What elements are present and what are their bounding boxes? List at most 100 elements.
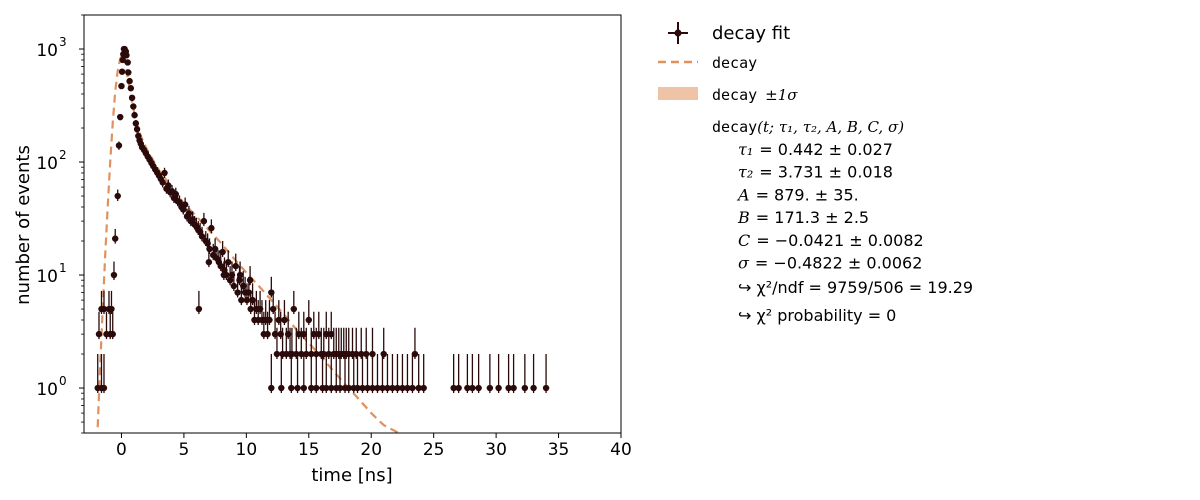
fit-parameters: τ₁ = 0.442 ± 0.027 τ₂ = 3.731 ± 0.018 A = 879… [736,140,924,273]
fit-parameter-value: = 171.3 ± 2.5 [756,208,869,227]
data-point [469,354,476,394]
fit-function-args: (t; τ₁, τ₂, A, B, C, σ) [757,118,904,136]
data-point [288,354,295,394]
data-point [205,250,213,268]
data-point [246,266,254,286]
data-point [363,327,370,360]
fit-parameter-name: τ₂ [738,163,753,182]
data-point [108,290,115,315]
data-point [119,56,126,64]
data-point [230,271,238,291]
data-point [313,354,320,394]
data-point [124,59,131,66]
data-point [315,311,322,340]
data-point [389,354,396,394]
data-point [295,311,302,340]
data-point [208,219,215,234]
fit-parameter-value: = −0.4822 ± 0.0062 [755,254,922,273]
axes-frame [83,14,622,434]
data-point [130,103,137,110]
data-point [380,327,387,360]
legend-band-swatch [658,87,698,100]
data-point [161,167,168,178]
data-point [195,290,203,315]
x-axis-label: time [ns] [311,465,392,486]
data-point [294,354,301,394]
data-point [200,212,208,227]
x-axis: 0 5 10 15 20 25 30 35 40 [116,433,632,460]
data-point [159,176,166,188]
y-tick-exponent: 3 [59,35,67,49]
legend-data-marker [668,22,688,44]
data-point [128,94,136,102]
data-point [420,354,427,394]
data-point [273,327,281,360]
data-point [475,354,482,394]
data-point [127,85,135,92]
fit-parameter-value: = 3.731 ± 0.018 [759,163,893,182]
data-point [219,241,226,257]
legend-curve-label: decay [712,54,757,72]
data-point [323,354,330,394]
y-tick-exponent: 0 [59,374,67,388]
legend: decay fit decay decay ±1σ [658,22,798,104]
data-point [495,354,502,394]
data-point [225,250,232,268]
data-point [269,290,277,315]
data-point [115,141,123,150]
data-point [278,354,285,394]
data-point [300,354,307,394]
legend-band-suffix: ±1σ [765,86,798,104]
fit-parameter-value: = 0.442 ± 0.027 [759,140,893,159]
fit-parameter-value: = 879. ± 35. [756,185,859,204]
x-tick-label: 10 [236,440,258,460]
data-point [290,290,298,315]
y-tick-exponent: 1 [59,261,67,275]
data-point [264,311,271,340]
data-point [409,354,416,394]
data-point [236,261,244,281]
data-point [266,300,273,325]
fit-parameter-row: C = −0.0421 ± 0.0082 [738,231,924,250]
data-point [308,354,315,394]
data-point [131,111,138,119]
data-point [464,354,471,394]
y-axis-label: number of events [13,145,34,305]
data-point [109,311,116,340]
data-point [300,311,307,340]
data-point [510,354,517,394]
data-point [117,113,124,121]
data-point [374,354,381,394]
data-point [198,226,206,242]
fit-function: decay(t; τ₁, τ₂, A, B, C, σ) [712,118,904,136]
data-point [486,354,494,394]
fit-function-name: decay [712,118,757,136]
data-point [336,354,344,394]
fit-parameter-row: τ₂ = 3.731 ± 0.018 [738,163,893,182]
fit-chi2-ndf: ↪ χ²/ndf = 9759/506 = 19.29 [738,278,973,297]
data-point [394,354,401,394]
data-point [132,120,140,127]
fit-parameter-row: B = 171.3 ± 2.5 [737,208,869,227]
data-point [354,354,361,394]
data-point [95,311,103,340]
data-point [305,300,312,325]
data-point [415,354,422,394]
data-point [112,228,119,244]
x-tick-label: 0 [116,440,127,460]
fit-parameter-name: τ₁ [738,140,753,159]
data-point [125,69,132,76]
legend-band-label: decay ±1σ [712,86,798,104]
x-tick-label: 40 [610,440,632,460]
fit-parameter-row: σ = −0.4822 ± 0.0062 [738,254,922,273]
data-point [399,354,406,394]
data-point [123,52,130,59]
fit-parameter-value: = −0.0421 ± 0.0082 [756,231,923,250]
fit-parameter-name: C [738,231,750,250]
x-tick-label: 25 [423,440,445,460]
data-point [379,354,386,394]
fit-parameter-row: A = 879. ± 35. [736,185,859,204]
data-point [268,354,275,394]
